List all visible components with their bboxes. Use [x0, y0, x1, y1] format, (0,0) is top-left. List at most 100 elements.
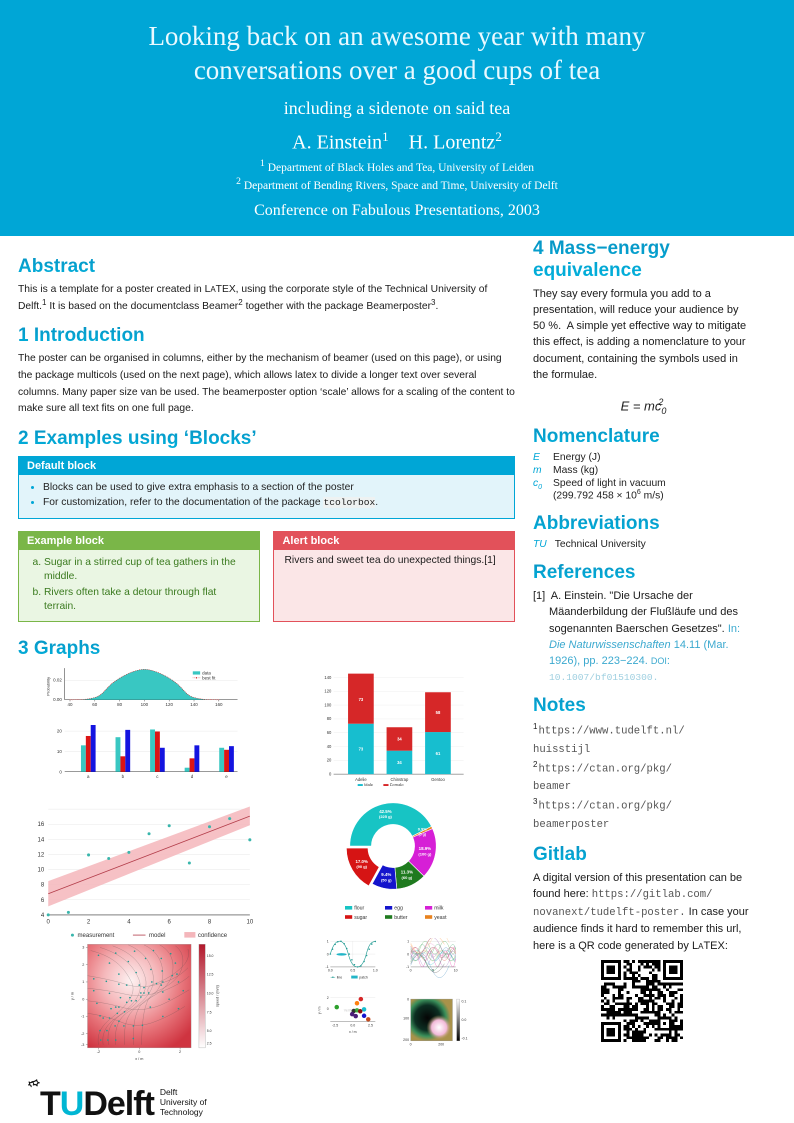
svg-text:0: 0	[407, 953, 409, 957]
svg-text:0: 0	[82, 998, 84, 1002]
svg-text:x / m: x / m	[349, 1031, 357, 1035]
svg-text:10: 10	[454, 969, 458, 973]
svg-text:line: line	[337, 976, 343, 980]
svg-text:7.5: 7.5	[207, 1011, 212, 1015]
svg-text:0: 0	[407, 998, 409, 1002]
svg-text:1: 1	[327, 940, 329, 944]
svg-text:patch: patch	[359, 976, 368, 980]
svg-text:-0.1: -0.1	[461, 1037, 467, 1041]
svg-text:120: 120	[324, 689, 332, 694]
svg-text:34: 34	[397, 737, 402, 742]
svg-text:11.3%: 11.3%	[401, 870, 413, 875]
svg-text:Adelie: Adelie	[355, 777, 367, 782]
svg-text:(100 g): (100 g)	[418, 852, 432, 857]
svg-text:14: 14	[37, 838, 44, 844]
svg-text:10: 10	[246, 920, 253, 926]
svg-text:0.0: 0.0	[350, 1024, 355, 1028]
svg-text:speed / (m/s): speed / (m/s)	[216, 985, 220, 1008]
svg-text:8: 8	[208, 920, 212, 926]
svg-text:0.0: 0.0	[328, 969, 333, 973]
svg-text:b: b	[122, 774, 125, 779]
svg-text:73: 73	[359, 747, 364, 752]
svg-text:0.1: 0.1	[461, 1000, 466, 1004]
svg-text:0.9%: 0.9%	[418, 827, 428, 832]
svg-text:40: 40	[67, 702, 72, 707]
svg-text:y / m: y / m	[70, 992, 74, 1000]
svg-text:17.0%: 17.0%	[355, 859, 368, 864]
svg-text:2.5: 2.5	[368, 1024, 373, 1028]
svg-text:2: 2	[87, 920, 91, 926]
svg-text:140: 140	[190, 702, 198, 707]
svg-text:200: 200	[403, 1038, 409, 1042]
svg-text:18.9%: 18.9%	[419, 847, 432, 852]
svg-text:10: 10	[37, 868, 44, 874]
svg-text:3: 3	[82, 946, 84, 950]
svg-text:(5 g): (5 g)	[418, 833, 426, 837]
svg-text:2: 2	[327, 996, 329, 1000]
svg-text:yeast: yeast	[434, 915, 447, 921]
svg-text:120: 120	[165, 702, 173, 707]
svg-text:egg: egg	[394, 906, 403, 912]
svg-text:15.0: 15.0	[207, 954, 214, 958]
svg-text:60: 60	[327, 730, 332, 735]
svg-text:2.5: 2.5	[207, 1042, 212, 1046]
svg-text:4: 4	[41, 913, 45, 919]
svg-text:10.0: 10.0	[207, 992, 214, 996]
svg-text:2: 2	[179, 1051, 181, 1055]
svg-text:100: 100	[403, 1017, 409, 1021]
svg-text:flour: flour	[354, 906, 364, 912]
svg-text:butter: butter	[394, 915, 408, 921]
svg-text:Gentoo: Gentoo	[431, 777, 445, 782]
svg-text:100: 100	[324, 703, 332, 708]
svg-text:-1: -1	[406, 966, 409, 970]
svg-text:6: 6	[41, 898, 45, 904]
svg-text:data: data	[202, 671, 211, 676]
svg-text:e: e	[225, 774, 228, 779]
svg-text:x / m: x / m	[135, 1057, 143, 1061]
svg-text:0: 0	[47, 920, 51, 926]
svg-text:0: 0	[410, 969, 412, 973]
svg-text:(225 g): (225 g)	[379, 815, 393, 820]
svg-text:100: 100	[141, 702, 149, 707]
svg-text:0.00: 0.00	[53, 697, 62, 702]
svg-text:1: 1	[82, 981, 84, 985]
svg-text:8: 8	[41, 883, 45, 889]
svg-text:y / m: y / m	[318, 1007, 322, 1015]
svg-text:80: 80	[117, 702, 122, 707]
svg-text:1: 1	[407, 940, 409, 944]
svg-text:20: 20	[57, 729, 62, 734]
svg-text:best fit: best fit	[202, 676, 216, 681]
svg-text:9.4%: 9.4%	[381, 873, 391, 878]
svg-text:5.0: 5.0	[207, 1030, 212, 1034]
svg-text:200: 200	[438, 1043, 444, 1047]
svg-text:d: d	[191, 774, 194, 779]
svg-text:(60 g): (60 g)	[402, 875, 413, 880]
svg-text:-2: -2	[97, 1051, 100, 1055]
svg-text:58: 58	[436, 710, 441, 715]
svg-text:(90 g): (90 g)	[356, 865, 367, 870]
svg-text:0: 0	[329, 772, 332, 777]
svg-text:10: 10	[57, 750, 62, 755]
svg-text:0.5: 0.5	[350, 969, 355, 973]
svg-text:2: 2	[82, 963, 84, 967]
svg-text:0: 0	[410, 1043, 412, 1047]
svg-text:-2: -2	[81, 1032, 84, 1036]
svg-text:sugar: sugar	[354, 915, 367, 921]
svg-text:Probability: Probability	[46, 676, 51, 696]
svg-text:(50 g): (50 g)	[381, 878, 392, 883]
svg-text:80: 80	[327, 717, 332, 722]
svg-text:160: 160	[215, 702, 223, 707]
svg-text:0: 0	[138, 1051, 140, 1055]
svg-text:73: 73	[359, 697, 364, 702]
svg-text:0: 0	[327, 953, 329, 957]
svg-text:6: 6	[168, 920, 172, 926]
svg-text:-1: -1	[81, 1015, 84, 1019]
svg-text:20: 20	[327, 758, 332, 763]
svg-text:1.0: 1.0	[373, 969, 378, 973]
svg-text:42.5%: 42.5%	[379, 809, 392, 814]
svg-text:a: a	[87, 774, 90, 779]
svg-text:16: 16	[37, 823, 44, 829]
svg-text:-3: -3	[81, 1043, 84, 1047]
svg-text:140: 140	[324, 675, 332, 680]
svg-text:61: 61	[436, 751, 441, 756]
